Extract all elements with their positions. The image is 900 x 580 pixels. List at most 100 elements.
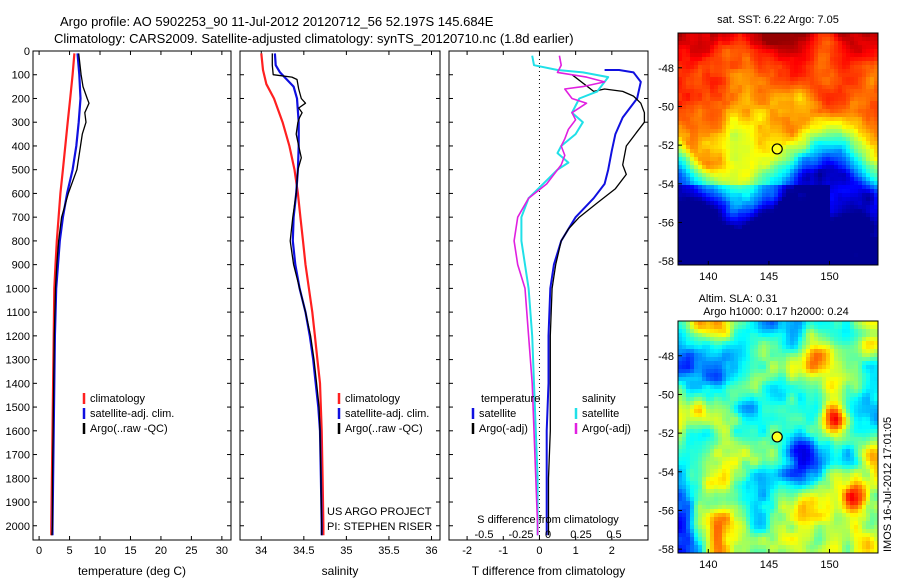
heatmap-cell: [850, 417, 855, 422]
heatmap-cell: [814, 177, 819, 182]
heatmap-cell: [698, 329, 703, 334]
heatmap-cell: [842, 365, 847, 370]
heatmap-cell: [842, 445, 847, 450]
heatmap-cell: [762, 413, 767, 418]
heatmap-cell: [730, 33, 735, 38]
heatmap-cell: [818, 49, 823, 54]
heatmap-cell: [750, 45, 755, 50]
heatmap-cell: [782, 333, 787, 338]
heatmap-cell: [798, 405, 803, 410]
heatmap-cell: [750, 229, 755, 234]
heatmap-cell: [830, 421, 835, 426]
heatmap-cell: [686, 149, 691, 154]
heatmap-cell: [686, 181, 691, 186]
heatmap-cell: [738, 241, 743, 246]
heatmap-cell: [810, 233, 815, 238]
heatmap-cell: [682, 93, 687, 98]
heatmap-cell: [850, 53, 855, 58]
heatmap-cell: [686, 77, 691, 82]
heatmap-cell: [702, 57, 707, 62]
heatmap-cell: [762, 385, 767, 390]
heatmap-cell: [678, 153, 683, 158]
heatmap-cell: [794, 237, 799, 242]
heatmap-cell: [782, 381, 787, 386]
heatmap-cell: [710, 377, 715, 382]
heatmap-cell: [750, 205, 755, 210]
heatmap-cell: [846, 221, 851, 226]
heatmap-cell: [854, 57, 859, 62]
heatmap-cell: [722, 129, 727, 134]
heatmap-cell: [734, 449, 739, 454]
heatmap-cell: [846, 329, 851, 334]
heatmap-cell: [774, 425, 779, 430]
heatmap-cell: [826, 341, 831, 346]
heatmap-cell: [874, 453, 879, 458]
heatmap-cell: [690, 393, 695, 398]
heatmap-cell: [774, 349, 779, 354]
heatmap-cell: [690, 373, 695, 378]
heatmap-cell: [686, 169, 691, 174]
heatmap-cell: [806, 65, 811, 70]
heatmap-cell: [798, 341, 803, 346]
heatmap-cell: [842, 157, 847, 162]
heatmap-cell: [686, 197, 691, 202]
heatmap-cell: [810, 169, 815, 174]
heatmap-cell: [842, 385, 847, 390]
heatmap-cell: [806, 57, 811, 62]
heatmap-cell: [874, 165, 879, 170]
heatmap-cell: [826, 129, 831, 134]
heatmap-cell: [798, 77, 803, 82]
heatmap-cell: [778, 61, 783, 66]
heatmap-cell: [814, 429, 819, 434]
heatmap-cell: [690, 353, 695, 358]
heatmap-cell: [682, 417, 687, 422]
heatmap-cell: [738, 205, 743, 210]
heatmap-cell: [790, 405, 795, 410]
heatmap-cell: [858, 393, 863, 398]
heatmap-cell: [830, 81, 835, 86]
heatmap-cell: [730, 101, 735, 106]
heatmap-cell: [838, 441, 843, 446]
heatmap-cell: [710, 33, 715, 38]
heatmap-cell: [822, 381, 827, 386]
heatmap-cell: [830, 325, 835, 330]
heatmap-cell: [758, 405, 763, 410]
heatmap-cell: [722, 141, 727, 146]
heatmap-cell: [830, 345, 835, 350]
series-line-t-satellite: [545, 69, 642, 536]
heatmap-cell: [714, 225, 719, 230]
heatmap-cell: [862, 153, 867, 158]
heatmap-cell: [694, 209, 699, 214]
heatmap-cell: [734, 433, 739, 438]
heatmap-cell: [750, 101, 755, 106]
heatmap-cell: [746, 153, 751, 158]
heatmap-cell: [826, 165, 831, 170]
heatmap-cell: [818, 89, 823, 94]
heatmap-cell: [810, 381, 815, 386]
heatmap-cell: [870, 41, 875, 46]
heatmap-cell: [818, 37, 823, 42]
heatmap-cell: [798, 165, 803, 170]
heatmap-cell: [758, 213, 763, 218]
heatmap-cell: [710, 449, 715, 454]
heatmap-cell: [734, 385, 739, 390]
heatmap-cell: [854, 253, 859, 258]
heatmap-cell: [846, 141, 851, 146]
heatmap-cell: [730, 241, 735, 246]
heatmap-cell: [726, 213, 731, 218]
heatmap-cell: [806, 345, 811, 350]
heatmap-cell: [702, 53, 707, 58]
heatmap-cell: [798, 93, 803, 98]
heatmap-cell: [694, 197, 699, 202]
heatmap-cell: [702, 45, 707, 50]
heatmap-cell: [710, 421, 715, 426]
series-group: [513, 51, 646, 540]
heatmap-cell: [754, 233, 759, 238]
heatmap-cell: [830, 137, 835, 142]
heatmap-cell: [714, 197, 719, 202]
heatmap-cell: [686, 109, 691, 114]
heatmap-cell: [802, 221, 807, 226]
heatmap-cell: [822, 61, 827, 66]
heatmap-cell: [862, 229, 867, 234]
heatmap-cell: [714, 177, 719, 182]
